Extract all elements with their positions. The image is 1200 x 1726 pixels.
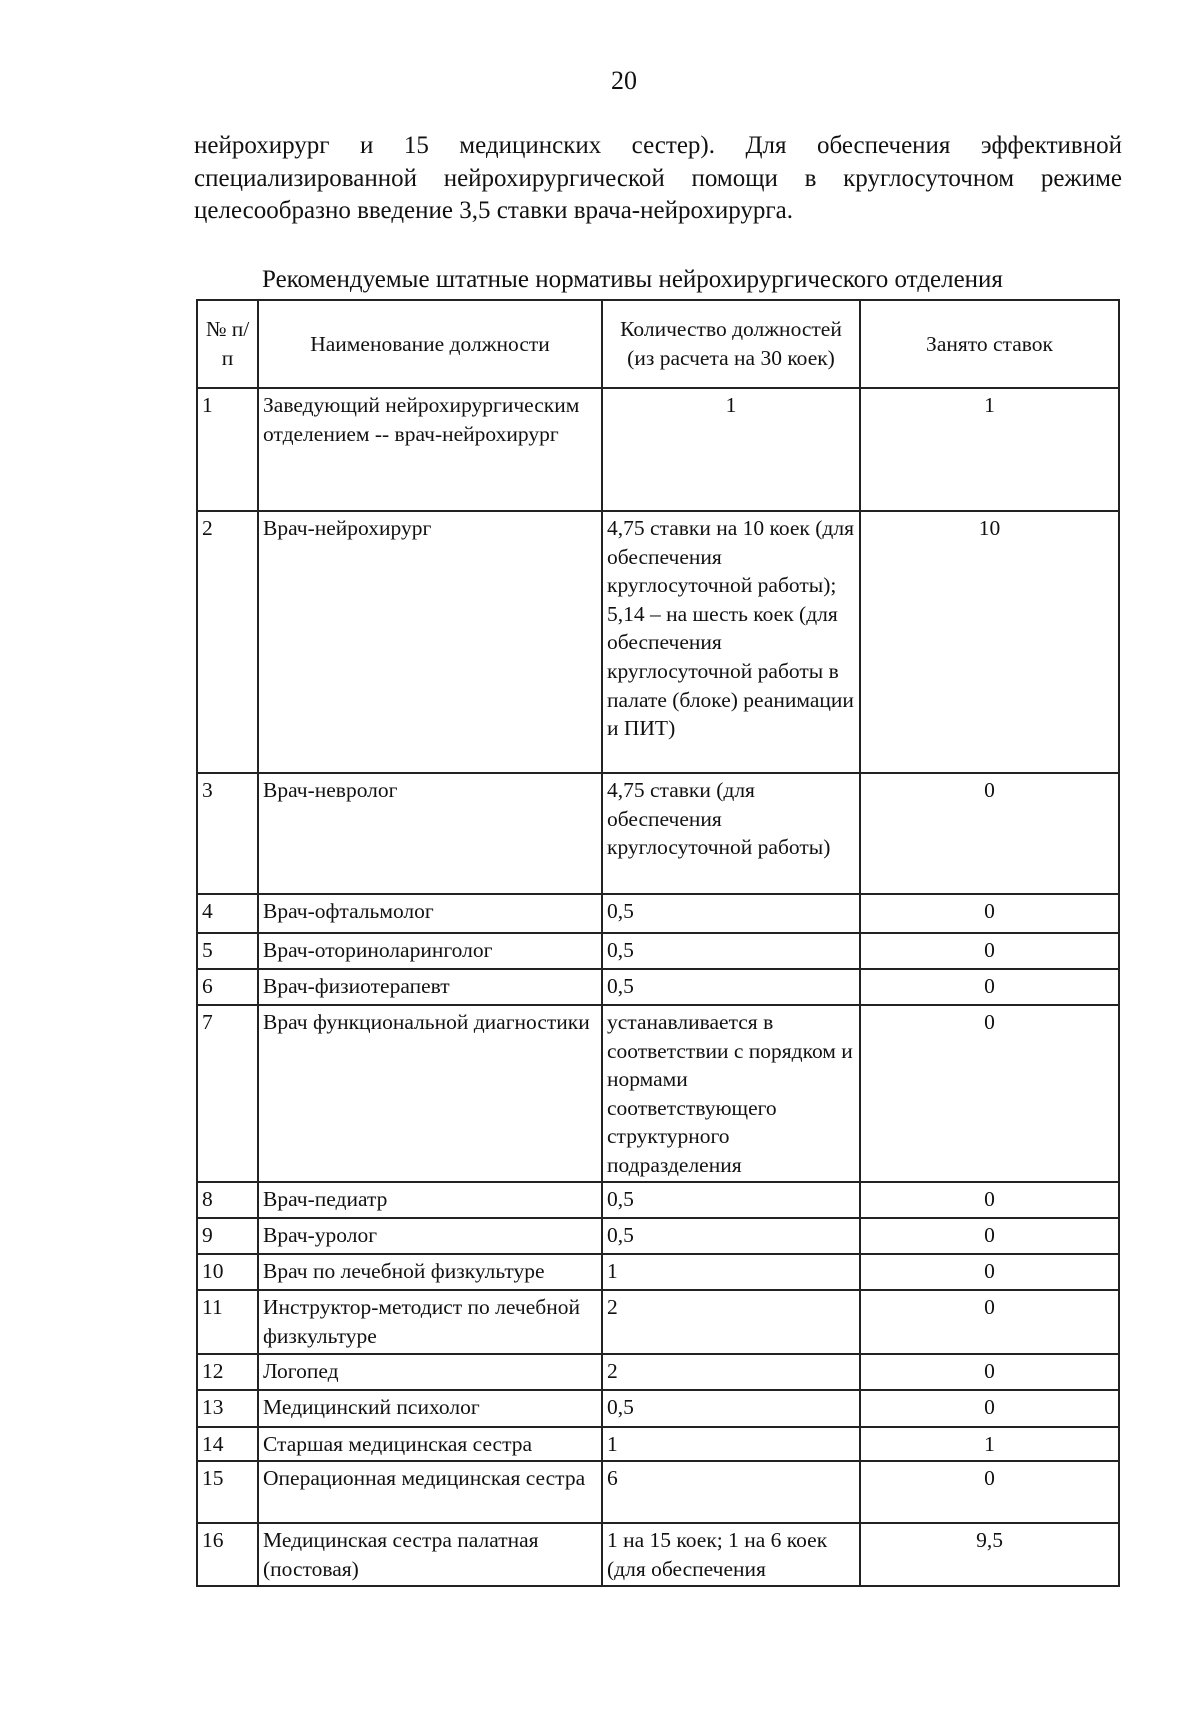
occupied-rates: 0 bbox=[859, 1004, 1120, 1183]
position-quantity: 4,75 ставки на 10 коек (для обеспечения … bbox=[601, 510, 861, 774]
position-name: Врач-невролог bbox=[257, 772, 603, 895]
table-row: 15 Операционная медицинская сестра 6 0 bbox=[196, 1460, 1120, 1524]
row-number: 11 bbox=[196, 1289, 259, 1355]
row-number: 12 bbox=[196, 1353, 259, 1391]
position-quantity: 0,5 bbox=[601, 1389, 861, 1428]
row-number: 13 bbox=[196, 1389, 259, 1428]
table-row: 3 Врач-невролог 4,75 ставки (для обеспечен… bbox=[196, 772, 1120, 895]
position-name: Врач-физиотерапевт bbox=[257, 968, 603, 1006]
table-row: 4 Врач-офтальмолог 0,5 0 bbox=[196, 893, 1120, 934]
row-number: 4 bbox=[196, 893, 259, 934]
position-name: Врач-уролог bbox=[257, 1217, 603, 1255]
staffing-table: № п/п Наименование должности Количество … bbox=[196, 299, 1120, 1587]
table-row: 1 Заведующий нейрохирургическим отделение… bbox=[196, 387, 1120, 512]
occupied-rates: 0 bbox=[859, 893, 1120, 934]
position-name: Врач-педиатр bbox=[257, 1181, 603, 1219]
table-row: 5 Врач-оториноларинголог 0,5 0 bbox=[196, 932, 1120, 970]
row-number: 7 bbox=[196, 1004, 259, 1183]
row-number: 1 bbox=[196, 387, 259, 512]
occupied-rates: 1 bbox=[859, 1426, 1120, 1462]
position-quantity: 0,5 bbox=[601, 932, 861, 970]
position-name: Инструктор-методист по лечебной физкульт… bbox=[257, 1289, 603, 1355]
occupied-rates: 0 bbox=[859, 932, 1120, 970]
position-quantity: 4,75 ставки (для обеспечения круглосуточ… bbox=[601, 772, 861, 895]
position-quantity: 2 bbox=[601, 1289, 861, 1355]
position-name: Медицинская сестра палатная (постовая) bbox=[257, 1522, 603, 1587]
row-number: 9 bbox=[196, 1217, 259, 1255]
position-name: Врач функциональной диагностики bbox=[257, 1004, 603, 1183]
position-quantity: 2 bbox=[601, 1353, 861, 1391]
position-quantity: 1 bbox=[601, 387, 861, 512]
position-quantity: 0,5 bbox=[601, 1181, 861, 1219]
position-quantity: 1 bbox=[601, 1253, 861, 1291]
table-row: 12 Логопед 2 0 bbox=[196, 1353, 1120, 1391]
row-number: 3 bbox=[196, 772, 259, 895]
position-name: Врач-офтальмолог bbox=[257, 893, 603, 934]
table-row: 8 Врач-педиатр 0,5 0 bbox=[196, 1181, 1120, 1219]
occupied-rates: 0 bbox=[859, 1460, 1120, 1524]
table-row: 7 Врач функциональной диагностики устанавл… bbox=[196, 1004, 1120, 1183]
position-name: Старшая медицинская сестра bbox=[257, 1426, 603, 1462]
row-number: 8 bbox=[196, 1181, 259, 1219]
occupied-rates: 0 bbox=[859, 1389, 1120, 1428]
occupied-rates: 9,5 bbox=[859, 1522, 1120, 1587]
occupied-rates: 0 bbox=[859, 968, 1120, 1006]
table-row: 16 Медицинская сестра палатная (постовая)… bbox=[196, 1522, 1120, 1587]
row-number: 2 bbox=[196, 510, 259, 774]
occupied-rates: 0 bbox=[859, 1353, 1120, 1391]
row-number: 5 bbox=[196, 932, 259, 970]
position-name: Медицинский психолог bbox=[257, 1389, 603, 1428]
header-number: № п/п bbox=[196, 299, 259, 389]
table-row: 2 Врач-нейрохирург 4,75 ставки на 10 коек … bbox=[196, 510, 1120, 774]
occupied-rates: 0 bbox=[859, 1289, 1120, 1355]
row-number: 10 bbox=[196, 1253, 259, 1291]
position-quantity: 6 bbox=[601, 1460, 861, 1524]
row-number: 6 bbox=[196, 968, 259, 1006]
table-row: 14 Старшая медицинская сестра 1 1 bbox=[196, 1426, 1120, 1462]
header-quantity: Количество должностей (из расчета на 30 … bbox=[601, 299, 861, 389]
header-position: Наименование должности bbox=[257, 299, 603, 389]
occupied-rates: 1 bbox=[859, 387, 1120, 512]
table-caption: Рекомендуемые штатные нормативы нейрохир… bbox=[262, 266, 1003, 293]
occupied-rates: 0 bbox=[859, 1217, 1120, 1255]
position-quantity: 0,5 bbox=[601, 1217, 861, 1255]
position-name: Заведующий нейрохирургическим отделением… bbox=[257, 387, 603, 512]
table-row: 6 Врач-физиотерапевт 0,5 0 bbox=[196, 968, 1120, 1006]
position-quantity: 1 bbox=[601, 1426, 861, 1462]
occupied-rates: 0 bbox=[859, 772, 1120, 895]
position-name: Врач-оториноларинголог bbox=[257, 932, 603, 970]
position-name: Врач по лечебной физкультуре bbox=[257, 1253, 603, 1291]
row-number: 16 bbox=[196, 1522, 259, 1587]
table-header-row: № п/п Наименование должности Количество … bbox=[196, 299, 1120, 389]
occupied-rates: 0 bbox=[859, 1181, 1120, 1219]
position-name: Операционная медицинская сестра bbox=[257, 1460, 603, 1524]
header-occupied: Занято ставок bbox=[859, 299, 1120, 389]
position-quantity: 0,5 bbox=[601, 893, 861, 934]
occupied-rates: 10 bbox=[859, 510, 1120, 774]
position-quantity: 1 на 15 коек; 1 на 6 коек (для обеспечен… bbox=[601, 1522, 861, 1587]
table-row: 10 Врач по лечебной физкультуре 1 0 bbox=[196, 1253, 1120, 1291]
position-quantity: устанавливается в соответствии с порядко… bbox=[601, 1004, 861, 1183]
page-number: 20 bbox=[611, 66, 637, 95]
position-name: Врач-нейрохирург bbox=[257, 510, 603, 774]
occupied-rates: 0 bbox=[859, 1253, 1120, 1291]
table-row: 13 Медицинский психолог 0,5 0 bbox=[196, 1389, 1120, 1428]
row-number: 15 bbox=[196, 1460, 259, 1524]
row-number: 14 bbox=[196, 1426, 259, 1462]
position-quantity: 0,5 bbox=[601, 968, 861, 1006]
table-row: 9 Врач-уролог 0,5 0 bbox=[196, 1217, 1120, 1255]
position-name: Логопед bbox=[257, 1353, 603, 1391]
table-row: 11 Инструктор-методист по лечебной физкул… bbox=[196, 1289, 1120, 1355]
body-paragraph: нейрохирург и 15 медицинских сестер). Дл… bbox=[194, 132, 1122, 224]
